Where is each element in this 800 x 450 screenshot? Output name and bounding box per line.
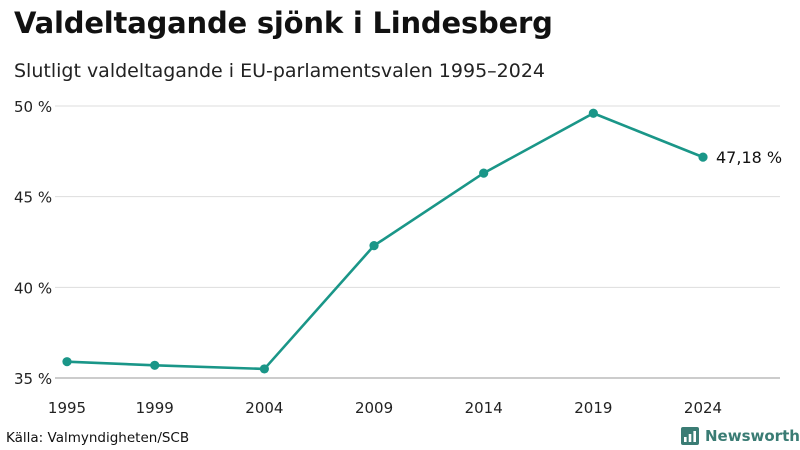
end-value-label: 47,18 %: [716, 148, 782, 167]
brand-name: Newsworthy: [705, 427, 800, 445]
y-tick-label: 45 %: [14, 189, 52, 207]
x-tick-label: 2009: [355, 399, 393, 417]
brand-logo: Newsworthy: [680, 426, 800, 446]
data-point: [479, 168, 489, 178]
chart-title: Valdeltagande sjönk i Lindesberg: [14, 6, 553, 40]
x-tick-label: 2019: [574, 399, 612, 417]
y-tick-label: 50 %: [14, 98, 52, 116]
source-note: Källa: Valmyndigheten/SCB: [6, 430, 190, 446]
y-tick-label: 40 %: [14, 279, 52, 297]
data-point: [698, 152, 708, 162]
newsworthy-logo-icon: [681, 427, 699, 445]
series-line: [66, 111, 704, 371]
x-tick-label: 2004: [245, 399, 283, 417]
x-tick-label: 2024: [684, 399, 722, 417]
chart-subtitle: Slutligt valdeltagande i EU-parlamentsva…: [14, 60, 546, 82]
data-point: [588, 108, 598, 118]
data-point: [62, 357, 72, 367]
data-point: [259, 364, 269, 374]
y-tick-label: 35 %: [14, 370, 52, 388]
x-tick-label: 1999: [136, 399, 174, 417]
data-point: [150, 360, 160, 370]
data-point: [369, 241, 379, 251]
x-tick-label: 2014: [465, 399, 503, 417]
x-tick-label: 1995: [48, 399, 86, 417]
